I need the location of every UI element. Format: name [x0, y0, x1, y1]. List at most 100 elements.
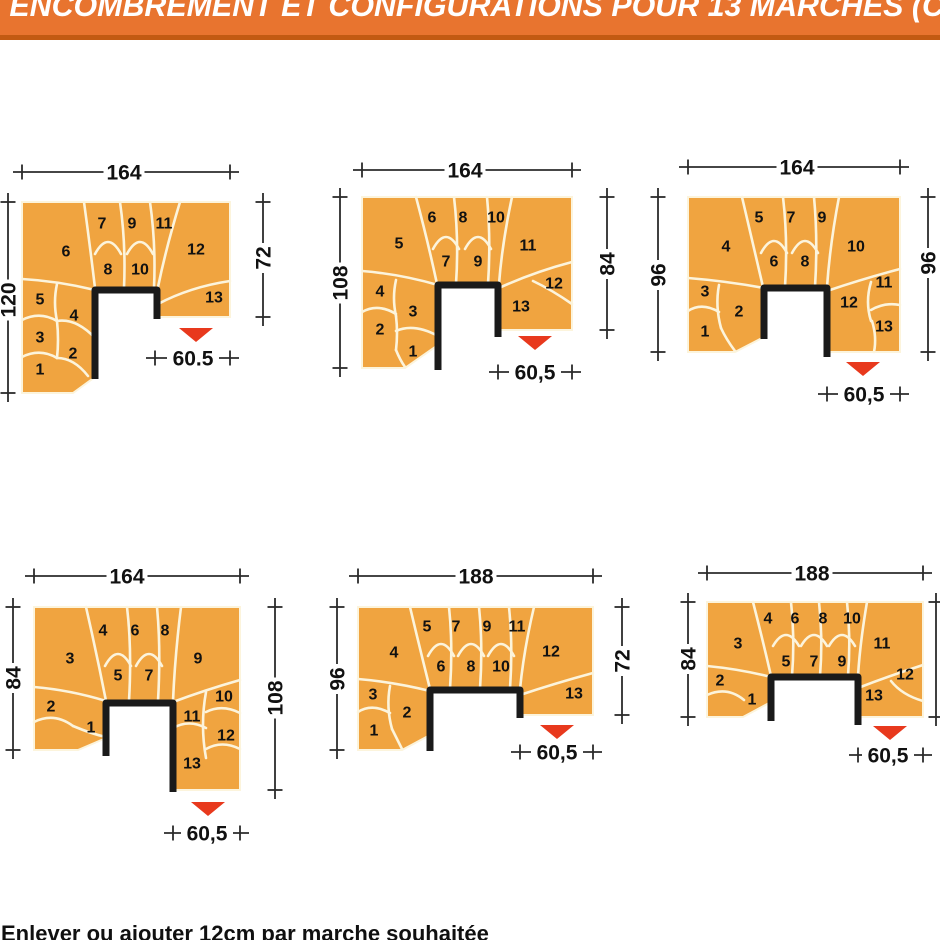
dimension-label-bg	[0, 279, 19, 321]
step-number: 8	[161, 623, 170, 640]
step-separator-line	[812, 195, 818, 289]
step-number: 5	[36, 292, 45, 309]
step-number: 10	[131, 262, 149, 279]
dimension-label-group: 108	[264, 677, 288, 719]
step-number: 4	[70, 308, 79, 325]
step-separator-line	[485, 195, 491, 286]
dimension-label: 60,5	[537, 742, 578, 765]
step-number: 8	[104, 262, 113, 279]
step-separator-line	[452, 195, 459, 286]
step-number: 13	[865, 688, 883, 705]
dimension-label-bg	[531, 741, 583, 763]
dimension-label: 108	[265, 680, 288, 715]
dimension-label-group: 164	[776, 156, 818, 180]
step-separator-line	[751, 600, 773, 678]
step-number: 1	[87, 720, 96, 737]
step-number: 12	[840, 295, 858, 312]
stairwell-railing-outline	[767, 673, 862, 725]
dimension-label: 84	[3, 666, 26, 690]
step-number: 5	[114, 668, 123, 685]
step-number: 6	[437, 659, 446, 676]
dimension-label-group: 60,5	[862, 744, 914, 768]
stairwell-railing-outline	[91, 286, 161, 379]
step-separator-line	[360, 306, 398, 316]
step-number: 6	[770, 254, 779, 271]
step-separator-line	[408, 605, 432, 691]
step-number: 11	[156, 216, 173, 233]
dimension-label-bg	[596, 249, 618, 279]
dimension-label-bg	[167, 347, 219, 369]
step-number: 3	[36, 330, 45, 347]
step-separator-line	[84, 605, 108, 703]
dimension-label: 188	[458, 566, 493, 589]
dimension-label: 72	[253, 246, 276, 269]
step-separator-line	[781, 195, 788, 289]
step-separator-line	[486, 642, 516, 658]
dimension-label-group: 60,5	[181, 822, 233, 846]
step-separator-line	[463, 235, 493, 251]
step-separator-line	[390, 727, 404, 751]
step-separator-line	[356, 706, 392, 715]
step-separator-line	[53, 282, 59, 323]
dimension-label-bg	[103, 161, 145, 183]
step-number: 3	[66, 651, 75, 668]
step-separator-line	[497, 260, 574, 290]
step-number: 8	[459, 210, 468, 227]
dimension-label-bg	[677, 644, 699, 674]
entry-arrow-icon	[540, 725, 574, 739]
step-separator-line	[426, 642, 456, 658]
step-separator-line	[356, 677, 432, 693]
step-separator-line	[387, 684, 394, 731]
dimension-label-bg	[917, 248, 939, 278]
dimension-label-group: 72	[252, 243, 276, 273]
step-number: 2	[376, 322, 385, 339]
title-banner: ENCOMBREMENT ET CONFIGURATIONS POUR 13 M…	[0, 0, 940, 35]
step-separator-line	[394, 326, 440, 338]
step-separator-line	[148, 200, 156, 290]
step-number: 13	[512, 299, 530, 316]
step-separator-line	[507, 605, 513, 691]
step-separator-line	[118, 200, 126, 290]
step-number: 4	[390, 645, 399, 662]
step-number: 4	[376, 284, 385, 301]
step-separator-line	[32, 685, 108, 703]
step-separator-line	[771, 633, 801, 648]
step-separator-line	[204, 706, 242, 715]
dimension-label: 60,5	[515, 362, 556, 385]
step-number: 6	[428, 210, 437, 227]
step-separator-line	[825, 195, 841, 289]
step-number: 2	[716, 673, 725, 690]
dimension-label: 108	[330, 265, 353, 300]
step-separator-line	[55, 356, 90, 378]
step-number: 3	[701, 284, 710, 301]
dimension-label-group: 188	[455, 565, 497, 589]
step-number: 9	[194, 651, 203, 668]
step-separator-line	[870, 319, 877, 354]
step-separator-line	[204, 743, 242, 751]
entry-arrow-icon	[873, 726, 907, 740]
dimension-label-group: 164	[103, 161, 145, 185]
dimension-label: 164	[106, 162, 141, 185]
step-separator-line	[856, 600, 869, 678]
dimension-label: 84	[597, 252, 620, 276]
step-separator-line	[686, 276, 766, 290]
step-separator-line	[156, 279, 232, 306]
dimension-label-group: 60,5	[509, 361, 561, 385]
step-separator-line	[497, 195, 514, 286]
step-number: 4	[764, 611, 773, 628]
step-separator-line	[477, 605, 483, 691]
step-separator-line	[531, 279, 574, 306]
step-number: 6	[791, 611, 800, 628]
dimension-label-bg	[509, 361, 561, 383]
step-number: 13	[205, 290, 223, 307]
dimension-label-group: 60,5	[838, 383, 890, 407]
dimension-label-bg	[611, 646, 633, 676]
step-number: 10	[492, 659, 510, 676]
step-separator-line	[856, 663, 925, 690]
step-number: 3	[409, 304, 418, 321]
step-number: 5	[423, 619, 432, 636]
dimension-label-group: 96	[326, 664, 350, 694]
